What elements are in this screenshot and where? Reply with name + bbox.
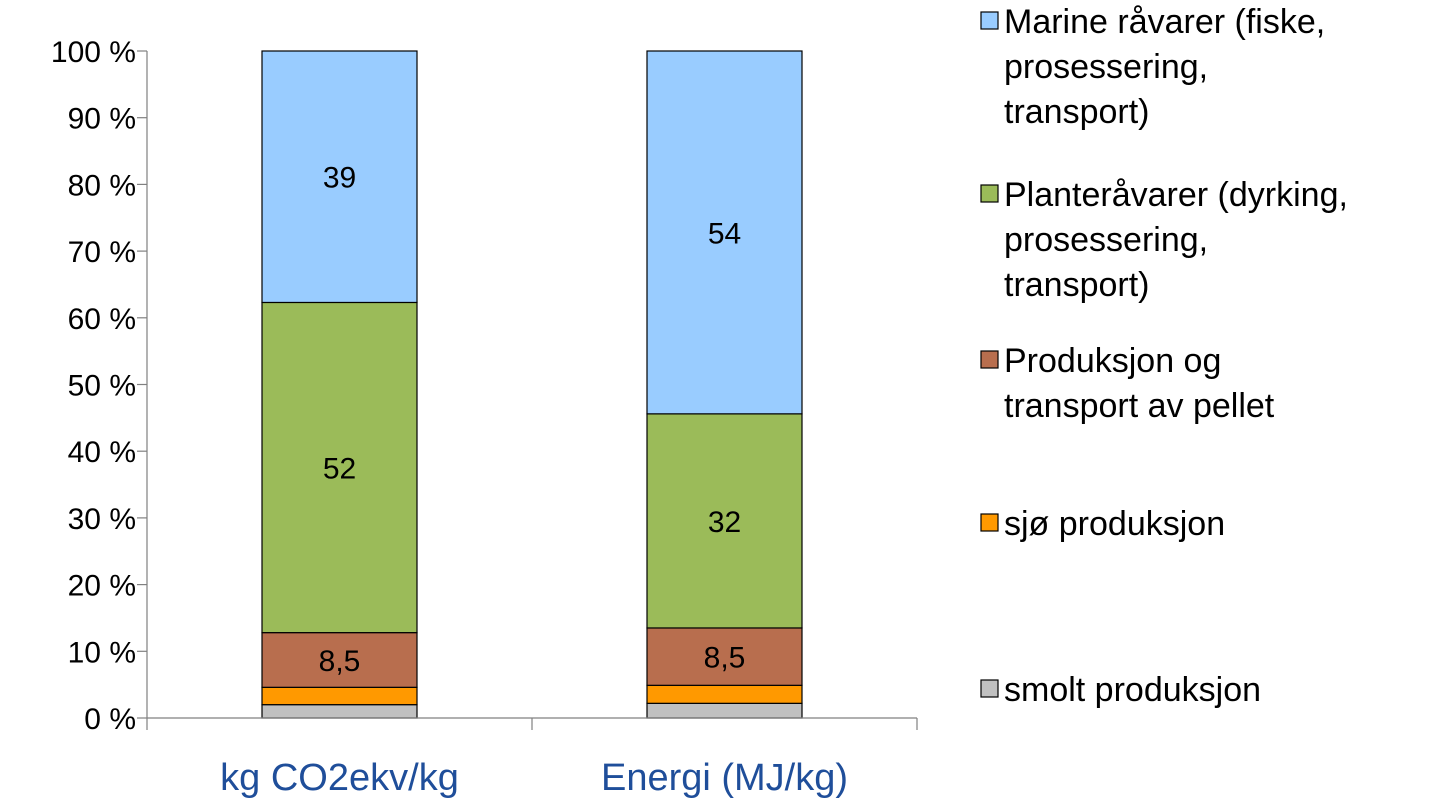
legend-label: smolt produksjon (1004, 671, 1261, 709)
y-tick-label: 40 % (68, 436, 136, 469)
y-tick-label: 100 % (51, 36, 136, 69)
legend: Marine råvarer (fiske, prosessering, trans… (980, 3, 1348, 709)
bar-segment (646, 684, 803, 704)
y-tick-label: 0 % (84, 703, 136, 736)
legend-swatch (980, 11, 999, 30)
y-tick-label: 30 % (68, 503, 136, 536)
bar-segment (646, 50, 803, 415)
legend-label: sjø produksjon (1004, 505, 1225, 543)
bar-segment (646, 702, 803, 719)
legend-swatch (980, 679, 999, 698)
y-tick-label: 90 % (68, 103, 136, 136)
bar-segment (261, 50, 418, 304)
legend-label: transport av pellet (1004, 387, 1275, 425)
y-tick-label: 20 % (68, 570, 136, 603)
legend-label: prosessering, (1004, 48, 1208, 86)
bar-segment (261, 632, 418, 688)
bar-segment (261, 686, 418, 706)
labels-layer: 8,5 52 39 kg CO2ekv/kg 8,5 32 54 Energi (MJ/kg)… (51, 36, 848, 799)
data-label: 8,5 (319, 645, 361, 678)
y-tick-label: 10 % (68, 636, 136, 669)
x-category-label: kg CO2ekv/kg (220, 757, 459, 799)
data-label: 52 (323, 453, 356, 486)
legend-label: transport) (1004, 93, 1150, 131)
x-category-label: Energi (MJ/kg) (601, 757, 848, 799)
bar-segment (261, 301, 418, 634)
legend-swatch (980, 350, 999, 369)
bar-segment (646, 413, 803, 629)
axes-layer (137, 50, 918, 730)
legend-label: Produksjon og (1004, 342, 1221, 380)
legend-label: transport) (1004, 266, 1150, 304)
bar-segment (261, 704, 418, 719)
y-tick-label: 70 % (68, 236, 136, 269)
legend-swatch (980, 513, 999, 532)
legend-swatch (980, 184, 999, 203)
data-label: 54 (708, 217, 741, 250)
data-label: 8,5 (704, 642, 746, 675)
data-label: 32 (708, 506, 741, 539)
data-label: 39 (323, 162, 356, 195)
y-tick-label: 80 % (68, 169, 136, 202)
y-tick-label: 50 % (68, 370, 136, 403)
bar-segment (646, 627, 803, 686)
legend-label: Marine råvarer (fiske, (1004, 3, 1325, 41)
legend-label: Planteråvarer (dyrking, (1004, 176, 1348, 214)
bars-layer (261, 50, 803, 719)
y-tick-label: 60 % (68, 303, 136, 336)
legend-label: prosessering, (1004, 221, 1208, 259)
